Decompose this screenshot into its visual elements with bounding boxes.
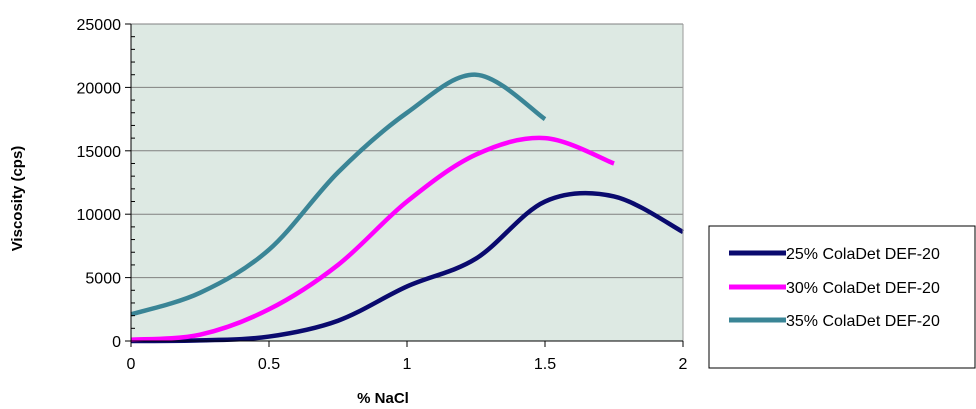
x-tick-label-0: 0 [127, 356, 136, 373]
legend-label-30pct: 30% ColaDet DEF-20 [786, 280, 940, 297]
x-tick-label-1.5: 1.5 [534, 356, 556, 373]
y-tick-label-10000: 10000 [77, 207, 122, 224]
y-tick-label-25000: 25000 [77, 17, 122, 34]
series-line-1 [130, 135, 615, 342]
y-tick-label-5000: 5000 [85, 271, 121, 288]
x-tick-label-2: 2 [679, 356, 688, 373]
series-line-0 [130, 190, 685, 344]
legend-label-35pct: 35% ColaDet DEF-20 [786, 313, 940, 330]
y-tick-label-20000: 20000 [77, 80, 122, 97]
legend-box [708, 225, 976, 369]
plot-area [131, 24, 683, 341]
tick-labels: 0 5000 10000 15000 20000 25000 0 0.5 1 1.5 2 [77, 17, 688, 373]
x-tick-label-0.5: 0.5 [258, 356, 280, 373]
legend: 25% ColaDet DEF-20 30% ColaDet DEF-20 35… [708, 225, 976, 369]
series-layer [130, 72, 685, 344]
legend-label-25pct: 25% ColaDet DEF-20 [786, 246, 940, 263]
x-axis-title: % NaCl [357, 390, 409, 407]
y-tick-label-0: 0 [112, 334, 121, 351]
y-tick-label-15000: 15000 [77, 144, 122, 161]
series-line-2 [130, 72, 547, 317]
x-tick-label-1: 1 [403, 356, 412, 373]
gridlines [131, 23, 683, 279]
axes [125, 23, 684, 347]
y-axis-title: Viscosity (cps) [9, 146, 26, 252]
